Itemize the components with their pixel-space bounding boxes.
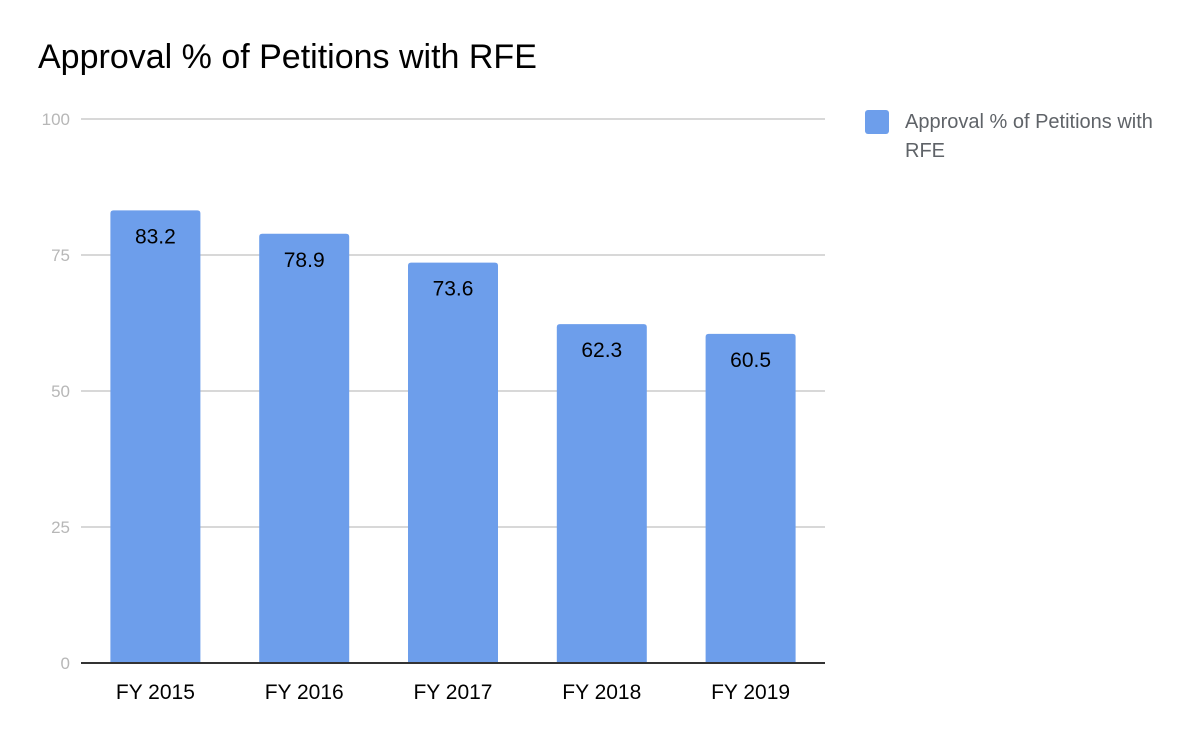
bar-fy-2016: [259, 233, 350, 663]
legend-label: Approval % of Petitions with RFE: [905, 111, 1153, 162]
y-tick-label: 75: [51, 246, 70, 265]
x-tick-label: FY 2016: [265, 681, 344, 704]
x-tick-label: FY 2017: [413, 681, 492, 704]
y-axis-ticks: 0 25 50 75 100: [42, 110, 70, 673]
y-tick-label: 50: [51, 382, 70, 401]
y-tick-label: 25: [51, 518, 70, 537]
x-tick-label: FY 2015: [116, 681, 195, 704]
bars: [110, 210, 796, 663]
x-tick-label: FY 2018: [562, 681, 641, 704]
x-axis-ticks: FY 2015 FY 2016 FY 2017 FY 2018 FY 2019: [116, 681, 790, 704]
chart-title: Approval % of Petitions with RFE: [38, 38, 537, 76]
bar-fy-2017: [408, 262, 498, 663]
y-tick-label: 100: [42, 110, 70, 129]
data-label: 60.5: [730, 349, 771, 372]
y-tick-label: 0: [61, 654, 70, 673]
bar-fy-2018: [556, 324, 647, 663]
legend-swatch: [865, 110, 889, 134]
bar-fy-2019: [705, 333, 796, 663]
data-label: 83.2: [135, 225, 176, 248]
data-labels: 83.2 78.9 73.6 62.3 60.5: [135, 225, 771, 371]
data-label: 78.9: [284, 249, 325, 272]
bar-fy-2015: [110, 210, 201, 663]
data-label: 73.6: [433, 278, 474, 301]
x-tick-label: FY 2019: [711, 681, 790, 704]
data-label: 62.3: [581, 339, 622, 362]
